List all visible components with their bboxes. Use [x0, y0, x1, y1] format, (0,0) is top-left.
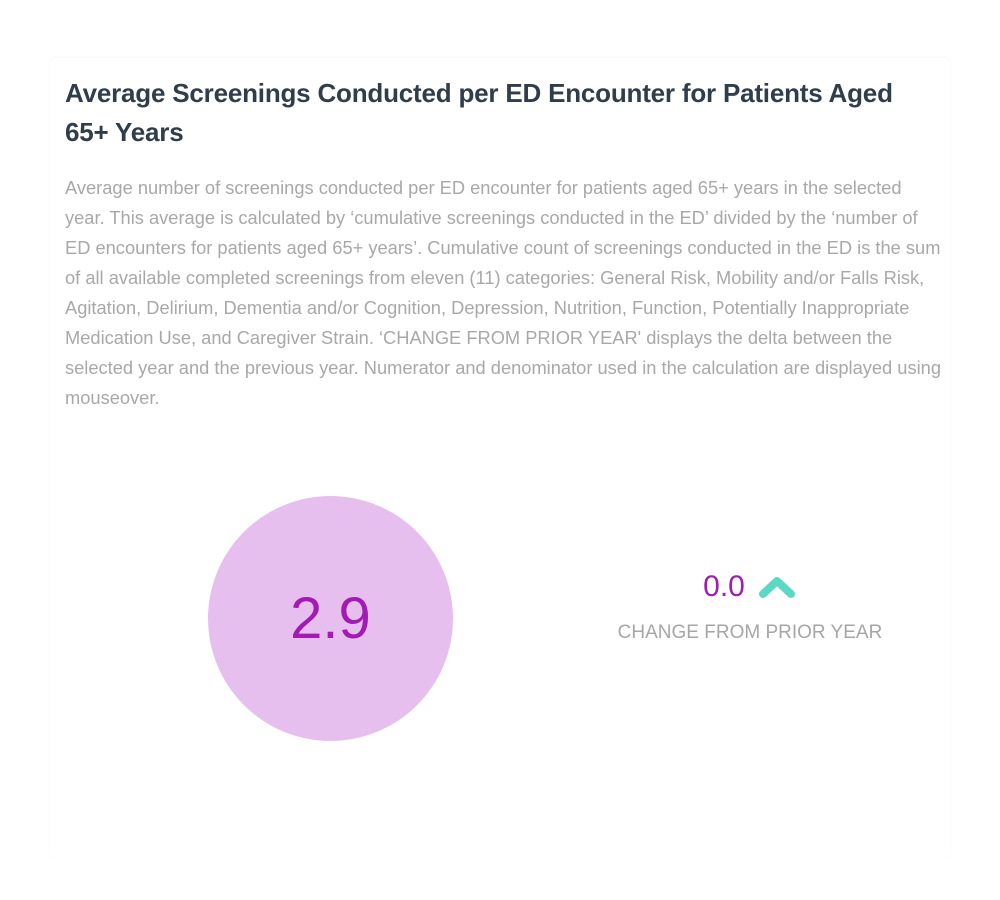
card-title: Average Screenings Conducted per ED Enco… — [65, 78, 893, 147]
metric-circle[interactable]: 2.9 — [208, 496, 453, 741]
metric-value: 2.9 — [290, 586, 371, 651]
metric-card — [50, 58, 950, 858]
change-value: 0.0 — [703, 570, 745, 603]
card-description: Average number of screenings conducted p… — [65, 177, 941, 408]
chevron-up-icon — [758, 577, 795, 598]
change-from-prior-year: 0.0 CHANGE FROM PRIOR YEAR — [600, 570, 900, 644]
change-label: CHANGE FROM PRIOR YEAR — [617, 622, 883, 643]
